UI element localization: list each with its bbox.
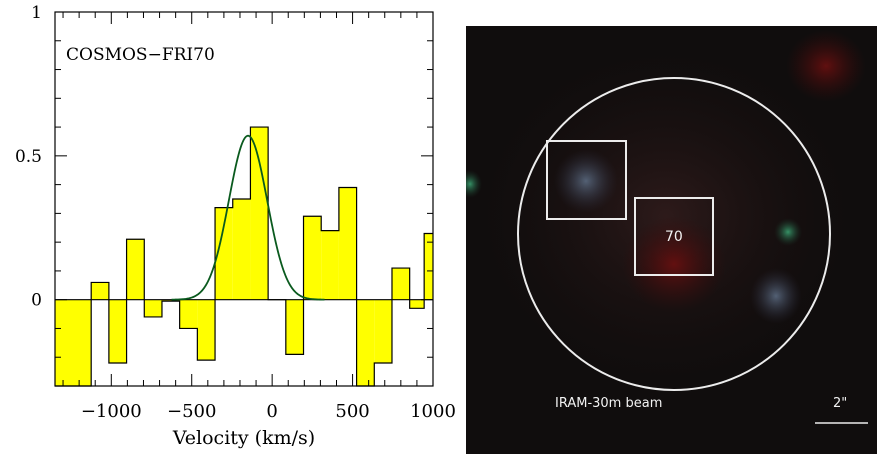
- histogram-bar: [55, 299, 92, 386]
- x-tick-label: 1000: [410, 401, 456, 422]
- background-glow: [476, 46, 856, 386]
- histogram-bar: [215, 207, 233, 300]
- gaussian-fit-line: [171, 134, 325, 301]
- histogram-bar: [91, 282, 109, 300]
- blue-blob-right: [750, 268, 802, 324]
- histogram-bar: [356, 299, 375, 386]
- green-blob-edge: [466, 170, 482, 198]
- beam-label: IRAM-30m beam: [555, 396, 663, 411]
- histogram-bar: [144, 299, 162, 317]
- x-tick-labels: −1000 −500 0 500 1000: [81, 401, 456, 422]
- companion-box: [546, 140, 627, 220]
- histogram-bar: [321, 230, 339, 300]
- histogram-bar: [179, 299, 198, 329]
- histogram-bar: [126, 239, 145, 300]
- iram-beam-circle: [517, 77, 831, 391]
- x-tick-label: −500: [167, 401, 216, 422]
- histogram-bar: [303, 216, 322, 300]
- y-tick-label: 0: [31, 291, 42, 311]
- x-tick-label: 0: [266, 401, 277, 422]
- x-axis-label: Velocity (km/s): [172, 427, 315, 449]
- spectrum-chart: −1000 −500 0 500 1000 00.51 COSMOS−FRI70 Vel…: [15, 3, 456, 449]
- histogram-bar: [391, 268, 410, 300]
- plot-frame: [54, 11, 434, 387]
- histogram-bar: [108, 299, 127, 363]
- x-tick-label: −1000: [81, 401, 142, 422]
- source-id-label: 70: [665, 229, 683, 245]
- tick-marks: [55, 11, 434, 386]
- rgb-image-panel: 70 IRAM-30m beam 2": [466, 26, 877, 454]
- histogram-bar: [232, 199, 251, 300]
- blue-blob-left: [554, 149, 618, 213]
- source-annotation: COSMOS−FRI70: [66, 45, 215, 65]
- histogram-bar: [374, 299, 392, 363]
- red-blob-topright: [786, 30, 866, 102]
- y-tick-label: 1: [31, 3, 42, 23]
- x-tick-label: 500: [335, 401, 369, 422]
- green-blob-right: [774, 218, 802, 246]
- histogram-bar: [161, 299, 180, 302]
- scale-label: 2": [833, 396, 848, 411]
- histogram-step-line: [55, 126, 433, 387]
- spectrum-panel: −1000 −500 0 500 1000 0 0.5 1 COSMOS−FRI70 Vel…: [15, 3, 456, 449]
- histogram-bar: [250, 127, 269, 300]
- histogram-bar: [285, 299, 304, 355]
- histogram-bar: [338, 187, 357, 300]
- y-tick-labels: 00.51: [15, 3, 42, 311]
- histogram-bar: [409, 299, 425, 309]
- bar-fill-layer: [55, 127, 433, 386]
- histogram-bar: [197, 299, 216, 361]
- red-blob-center: [622, 216, 726, 312]
- y-tick-label: 0.5: [15, 147, 42, 167]
- source-box: [634, 197, 714, 276]
- image-overlay: [466, 26, 877, 454]
- histogram-bar: [424, 233, 433, 300]
